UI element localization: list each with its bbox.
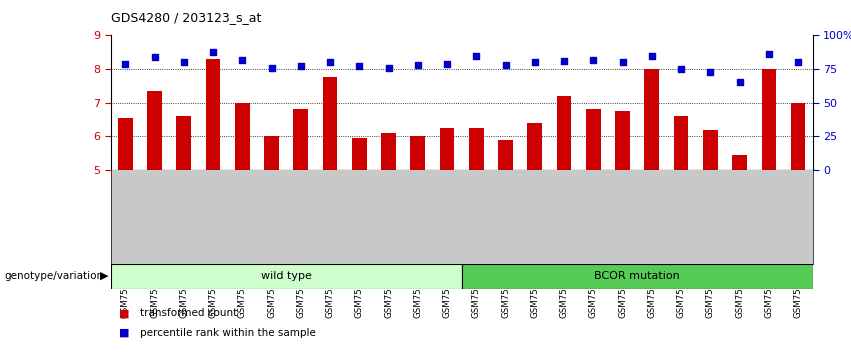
Point: [704, 69, 717, 75]
Bar: [381, 133, 396, 170]
Bar: [557, 96, 571, 170]
Point: [791, 59, 805, 65]
Bar: [615, 111, 630, 170]
Bar: [498, 139, 513, 170]
Bar: [732, 155, 747, 170]
Point: [470, 53, 483, 58]
Point: [411, 62, 425, 68]
Text: genotype/variation: genotype/variation: [4, 271, 103, 281]
Bar: [206, 59, 220, 170]
Point: [674, 66, 688, 72]
Bar: [586, 109, 601, 170]
Point: [148, 54, 162, 60]
Text: BCOR mutation: BCOR mutation: [594, 271, 680, 281]
Point: [733, 80, 746, 85]
Point: [177, 59, 191, 65]
Bar: [703, 130, 717, 170]
Point: [499, 62, 512, 68]
Text: wild type: wild type: [260, 271, 311, 281]
Point: [294, 63, 307, 69]
Point: [323, 59, 337, 65]
Bar: [440, 128, 454, 170]
Point: [382, 65, 396, 71]
Text: transformed count: transformed count: [140, 308, 237, 318]
Point: [236, 57, 249, 62]
Bar: [410, 136, 426, 170]
Text: ■: ■: [119, 328, 129, 338]
Bar: [294, 109, 308, 170]
Bar: [323, 78, 337, 170]
Bar: [461, 264, 813, 289]
Text: ■: ■: [119, 308, 129, 318]
Point: [352, 63, 366, 68]
Text: ▶: ▶: [100, 271, 109, 281]
Point: [528, 59, 541, 65]
Bar: [469, 128, 483, 170]
Point: [762, 51, 775, 57]
Bar: [791, 103, 805, 170]
Point: [645, 53, 659, 58]
Point: [206, 49, 220, 55]
Text: GDS4280 / 203123_s_at: GDS4280 / 203123_s_at: [111, 11, 261, 24]
Point: [557, 58, 571, 64]
Bar: [111, 264, 461, 289]
Point: [586, 57, 600, 62]
Bar: [235, 103, 249, 170]
Point: [118, 61, 132, 67]
Bar: [352, 138, 367, 170]
Point: [440, 62, 454, 67]
Bar: [118, 118, 133, 170]
Point: [616, 59, 630, 65]
Bar: [674, 116, 688, 170]
Bar: [762, 69, 776, 170]
Bar: [644, 69, 660, 170]
Bar: [176, 116, 191, 170]
Text: percentile rank within the sample: percentile rank within the sample: [140, 328, 317, 338]
Bar: [528, 123, 542, 170]
Bar: [264, 136, 279, 170]
Point: [265, 65, 278, 71]
Bar: [147, 91, 162, 170]
